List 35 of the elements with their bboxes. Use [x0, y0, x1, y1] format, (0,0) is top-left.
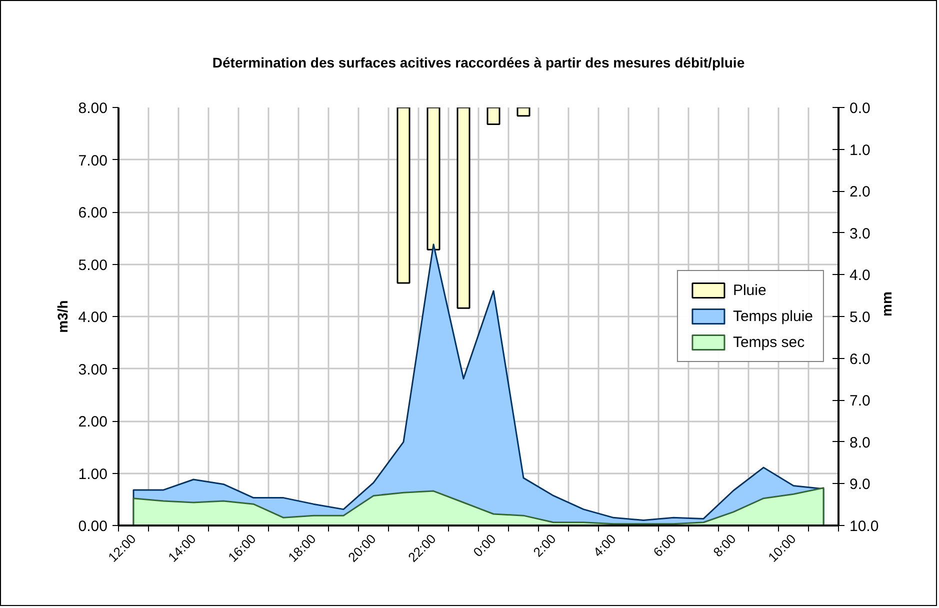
- legend-label: Temps pluie: [732, 308, 813, 324]
- y2-tick-label: 1.0: [850, 142, 870, 159]
- y2-tick-label: 4.0: [850, 267, 870, 284]
- chart-title: Détermination des surfaces acitives raccordées à partir des mesures débit/pluie: [212, 54, 745, 70]
- bar: [426, 108, 440, 250]
- y-tick-label: 5.00: [78, 256, 108, 274]
- y2-tick-label: 8.0: [850, 434, 870, 452]
- y-tick-label: 2.00: [78, 414, 108, 430]
- y2-tick-label: 6.0: [850, 350, 870, 368]
- y-tick-label: 1.00: [78, 466, 108, 483]
- y-tick-label: 3.00: [78, 361, 108, 378]
- legend-label: Pluie: [732, 282, 766, 298]
- y2-axis-title: mm: [878, 292, 895, 316]
- y2-tick-label: 0.0: [850, 100, 870, 117]
- legend-label: Temps sec: [732, 334, 805, 350]
- bar: [396, 108, 410, 284]
- x-tick-label: 8:00: [710, 531, 739, 560]
- y-tick-label: 8.00: [78, 100, 108, 117]
- y-axis-title: m3/h: [54, 300, 70, 333]
- y2-tick-label: 3.0: [850, 225, 870, 242]
- x-tick-label: 6:00: [650, 531, 679, 560]
- y-tick-label: 6.00: [78, 204, 108, 222]
- x-tick-label: 0:00: [470, 531, 499, 560]
- y2-tick-label: 7.0: [850, 392, 870, 410]
- bar: [486, 108, 500, 125]
- y2-tick-label: 10.0: [850, 518, 879, 535]
- y-tick-label: 0.00: [78, 518, 108, 535]
- y2-tick-label: 5.0: [850, 309, 870, 326]
- y-tick-label: 4.00: [78, 309, 108, 326]
- y2-tick-label: 9.0: [850, 476, 870, 494]
- y-tick-label: 7.00: [78, 152, 108, 170]
- y2-tick-label: 2.0: [850, 184, 870, 201]
- x-tick-label: 4:00: [590, 531, 619, 560]
- bar: [516, 108, 530, 117]
- bar: [456, 108, 470, 309]
